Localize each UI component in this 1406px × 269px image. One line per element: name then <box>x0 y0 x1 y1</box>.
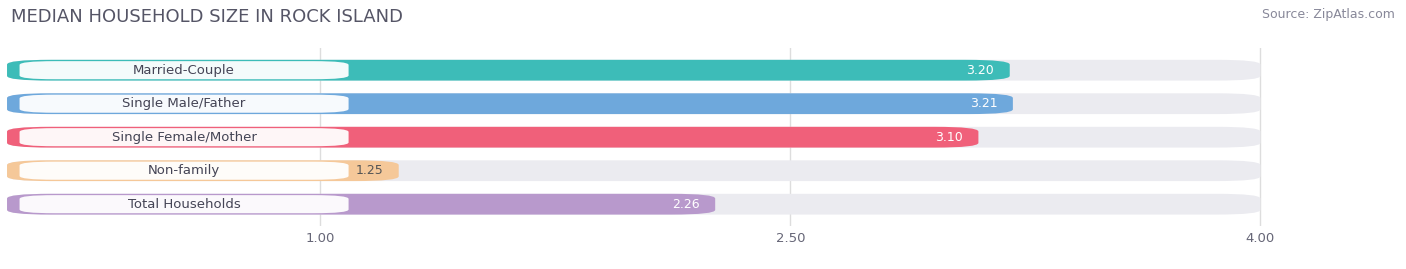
Text: Married-Couple: Married-Couple <box>134 64 235 77</box>
Text: 3.21: 3.21 <box>970 97 997 110</box>
FancyBboxPatch shape <box>7 194 716 215</box>
Text: 1.25: 1.25 <box>356 164 382 177</box>
FancyBboxPatch shape <box>7 160 1260 181</box>
FancyBboxPatch shape <box>7 93 1012 114</box>
Text: Single Male/Father: Single Male/Father <box>122 97 246 110</box>
FancyBboxPatch shape <box>7 160 399 181</box>
FancyBboxPatch shape <box>20 128 349 146</box>
FancyBboxPatch shape <box>20 61 349 79</box>
FancyBboxPatch shape <box>7 194 1260 215</box>
FancyBboxPatch shape <box>7 93 1260 114</box>
Text: 2.26: 2.26 <box>672 198 700 211</box>
FancyBboxPatch shape <box>20 162 349 180</box>
FancyBboxPatch shape <box>20 195 349 213</box>
Text: Total Households: Total Households <box>128 198 240 211</box>
Text: Non-family: Non-family <box>148 164 221 177</box>
Text: 3.10: 3.10 <box>935 131 963 144</box>
FancyBboxPatch shape <box>7 127 979 148</box>
FancyBboxPatch shape <box>7 127 1260 148</box>
Text: Single Female/Mother: Single Female/Mother <box>111 131 256 144</box>
FancyBboxPatch shape <box>7 60 1010 81</box>
Text: Source: ZipAtlas.com: Source: ZipAtlas.com <box>1261 8 1395 21</box>
Text: MEDIAN HOUSEHOLD SIZE IN ROCK ISLAND: MEDIAN HOUSEHOLD SIZE IN ROCK ISLAND <box>11 8 404 26</box>
Text: 3.20: 3.20 <box>966 64 994 77</box>
FancyBboxPatch shape <box>7 60 1260 81</box>
FancyBboxPatch shape <box>20 95 349 113</box>
